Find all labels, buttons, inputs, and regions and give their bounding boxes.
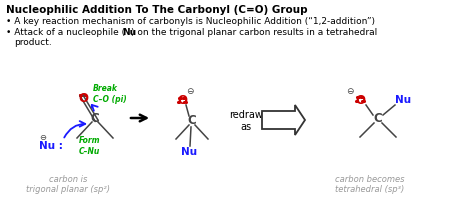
Text: Nu: Nu <box>181 147 197 157</box>
Text: carbon is
trigonal planar (sp²): carbon is trigonal planar (sp²) <box>26 175 110 194</box>
Text: ⊖: ⊖ <box>346 86 354 95</box>
Text: C: C <box>188 113 196 127</box>
Text: C: C <box>374 112 383 124</box>
Text: product.: product. <box>14 38 52 47</box>
Text: Nu: Nu <box>395 95 411 105</box>
Text: • Attack of a nucleophile (: • Attack of a nucleophile ( <box>6 28 125 37</box>
Text: O: O <box>78 92 88 105</box>
Text: C: C <box>91 112 100 124</box>
Text: O: O <box>355 93 365 106</box>
Text: redraw
as: redraw as <box>229 110 263 132</box>
Text: carbon becomes
tetrahedral (sp³): carbon becomes tetrahedral (sp³) <box>335 175 405 194</box>
Text: Form
C–Nu: Form C–Nu <box>79 136 100 156</box>
Text: • A key reaction mechanism of carbonyls is Nucleophilic Addition (“1,2-addition”: • A key reaction mechanism of carbonyls … <box>6 17 375 26</box>
Text: ⊖: ⊖ <box>39 132 46 141</box>
Text: Nu :: Nu : <box>39 141 63 151</box>
Text: Nu: Nu <box>122 28 136 37</box>
Polygon shape <box>262 105 305 135</box>
Text: O: O <box>177 95 187 107</box>
Text: Nucleophilic Addition To The Carbonyl (C=O) Group: Nucleophilic Addition To The Carbonyl (C… <box>6 5 308 15</box>
Text: ⊖: ⊖ <box>186 88 194 96</box>
Text: ) on the trigonal planar carbon results in a tetrahedral: ) on the trigonal planar carbon results … <box>131 28 377 37</box>
Text: Break
C–O (pi): Break C–O (pi) <box>93 84 127 104</box>
